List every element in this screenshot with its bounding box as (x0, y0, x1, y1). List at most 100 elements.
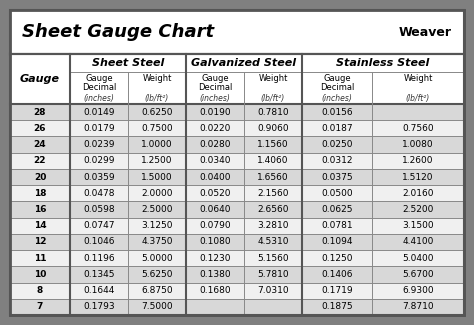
Text: 0.0179: 0.0179 (83, 124, 115, 133)
Text: (lb/ft²): (lb/ft²) (145, 94, 169, 103)
Text: 5.6700: 5.6700 (402, 270, 434, 279)
Text: 0.1094: 0.1094 (321, 238, 353, 246)
Text: Sheet Steel: Sheet Steel (92, 58, 164, 68)
Text: 0.0187: 0.0187 (321, 124, 353, 133)
Text: 1.0080: 1.0080 (402, 140, 434, 149)
Text: 2.5200: 2.5200 (402, 205, 434, 214)
Text: 0.1644: 0.1644 (83, 286, 115, 295)
Text: 20: 20 (34, 173, 46, 182)
Bar (302, 54, 464, 72)
Bar (10, 153, 464, 169)
Text: 2.1560: 2.1560 (257, 189, 289, 198)
Text: 0.0790: 0.0790 (199, 221, 231, 230)
Text: 3.1250: 3.1250 (141, 221, 173, 230)
Text: 0.9060: 0.9060 (257, 124, 289, 133)
Text: 0.0500: 0.0500 (321, 189, 353, 198)
Text: 5.7810: 5.7810 (257, 270, 289, 279)
Text: 0.0747: 0.0747 (83, 221, 115, 230)
Text: 1.2600: 1.2600 (402, 156, 434, 165)
Text: 5.6250: 5.6250 (141, 270, 173, 279)
Text: Decimal: Decimal (82, 84, 116, 93)
Text: 0.1046: 0.1046 (83, 238, 115, 246)
Text: 0.0239: 0.0239 (83, 140, 115, 149)
Text: (inches): (inches) (321, 94, 353, 103)
Text: Weight: Weight (142, 74, 172, 83)
Text: 0.0250: 0.0250 (321, 140, 353, 149)
Text: 0.0640: 0.0640 (199, 205, 231, 214)
Text: 7.8710: 7.8710 (402, 302, 434, 311)
Bar (10, 266, 464, 282)
Text: 0.0280: 0.0280 (199, 140, 231, 149)
Text: 7.0310: 7.0310 (257, 286, 289, 295)
Bar (10, 202, 464, 218)
Text: 24: 24 (34, 140, 46, 149)
Text: 0.0340: 0.0340 (199, 156, 231, 165)
Text: 0.1080: 0.1080 (199, 238, 231, 246)
Text: 0.0220: 0.0220 (199, 124, 231, 133)
Text: 0.0520: 0.0520 (199, 189, 231, 198)
Text: Gauge: Gauge (20, 74, 60, 84)
Text: 2.0000: 2.0000 (141, 189, 173, 198)
Bar (10, 104, 464, 120)
Text: 0.7500: 0.7500 (141, 124, 173, 133)
Text: 0.0149: 0.0149 (83, 108, 115, 117)
Bar (10, 234, 464, 250)
Text: 0.0299: 0.0299 (83, 156, 115, 165)
Text: 0.0478: 0.0478 (83, 189, 115, 198)
Text: Gauge: Gauge (201, 74, 229, 83)
Text: 0.1230: 0.1230 (199, 254, 231, 263)
Text: 12: 12 (34, 238, 46, 246)
Bar (10, 54, 70, 104)
Text: Decimal: Decimal (320, 84, 354, 93)
Bar (10, 54, 464, 315)
Text: Stainless Steel: Stainless Steel (337, 58, 430, 68)
Bar (10, 169, 464, 185)
Text: 0.1406: 0.1406 (321, 270, 353, 279)
Bar (10, 282, 464, 299)
Bar (10, 120, 464, 136)
Text: 2.6560: 2.6560 (257, 205, 289, 214)
Text: 0.0190: 0.0190 (199, 108, 231, 117)
Text: Galvanized Steel: Galvanized Steel (191, 58, 297, 68)
Text: 0.7560: 0.7560 (402, 124, 434, 133)
Text: 0.1345: 0.1345 (83, 270, 115, 279)
Text: 28: 28 (34, 108, 46, 117)
Text: 0.7810: 0.7810 (257, 108, 289, 117)
Text: 0.0156: 0.0156 (321, 108, 353, 117)
Bar (10, 10, 464, 54)
Text: 0.0625: 0.0625 (321, 205, 353, 214)
Text: Gauge: Gauge (85, 74, 113, 83)
Text: 18: 18 (34, 189, 46, 198)
Bar (10, 136, 464, 153)
Text: 8: 8 (37, 286, 43, 295)
Bar (70, 54, 186, 72)
Text: Decimal: Decimal (198, 84, 232, 93)
Text: 0.0598: 0.0598 (83, 205, 115, 214)
Text: 0.1680: 0.1680 (199, 286, 231, 295)
Text: 0.0781: 0.0781 (321, 221, 353, 230)
Text: 0.1250: 0.1250 (321, 254, 353, 263)
Text: 1.6560: 1.6560 (257, 173, 289, 182)
Text: 0.1719: 0.1719 (321, 286, 353, 295)
Text: Gauge: Gauge (323, 74, 351, 83)
Text: 5.0400: 5.0400 (402, 254, 434, 263)
Text: 5.0000: 5.0000 (141, 254, 173, 263)
Text: 26: 26 (34, 124, 46, 133)
Text: 0.0312: 0.0312 (321, 156, 353, 165)
Text: 3.1500: 3.1500 (402, 221, 434, 230)
Bar (186, 54, 302, 72)
Bar (10, 218, 464, 234)
Text: 16: 16 (34, 205, 46, 214)
Text: 14: 14 (34, 221, 46, 230)
Text: 10: 10 (34, 270, 46, 279)
Bar (10, 250, 464, 266)
Text: 1.4060: 1.4060 (257, 156, 289, 165)
Text: (lb/ft²): (lb/ft²) (406, 94, 430, 103)
Text: 4.3750: 4.3750 (141, 238, 173, 246)
Bar (10, 185, 464, 202)
Text: 1.5120: 1.5120 (402, 173, 434, 182)
Text: 7.5000: 7.5000 (141, 302, 173, 311)
Text: Weight: Weight (258, 74, 288, 83)
Text: 0.1196: 0.1196 (83, 254, 115, 263)
Text: (lb/ft²): (lb/ft²) (261, 94, 285, 103)
